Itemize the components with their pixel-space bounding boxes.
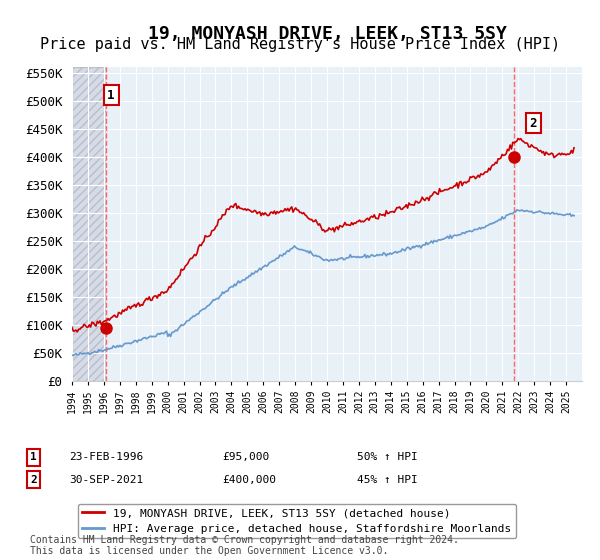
Text: Price paid vs. HM Land Registry's House Price Index (HPI): Price paid vs. HM Land Registry's House … [40, 38, 560, 52]
Text: 50% ↑ HPI: 50% ↑ HPI [357, 452, 418, 463]
Bar [106, 67, 582, 381]
Title: 19, MONYASH DRIVE, LEEK, ST13 5SY: 19, MONYASH DRIVE, LEEK, ST13 5SY [148, 25, 506, 44]
Text: 2: 2 [30, 475, 37, 485]
Text: £95,000: £95,000 [222, 452, 269, 463]
Text: 1: 1 [30, 452, 37, 463]
Text: £400,000: £400,000 [222, 475, 276, 485]
Text: 45% ↑ HPI: 45% ↑ HPI [357, 475, 418, 485]
Text: 2: 2 [530, 116, 537, 130]
Bar [72, 67, 106, 381]
Text: 23-FEB-1996: 23-FEB-1996 [69, 452, 143, 463]
Text: 1: 1 [107, 88, 115, 102]
Legend: 19, MONYASH DRIVE, LEEK, ST13 5SY (detached house), HPI: Average price, detached: 19, MONYASH DRIVE, LEEK, ST13 5SY (detac… [77, 504, 516, 538]
Text: 30-SEP-2021: 30-SEP-2021 [69, 475, 143, 485]
Text: Contains HM Land Registry data © Crown copyright and database right 2024.
This d: Contains HM Land Registry data © Crown c… [30, 535, 459, 557]
